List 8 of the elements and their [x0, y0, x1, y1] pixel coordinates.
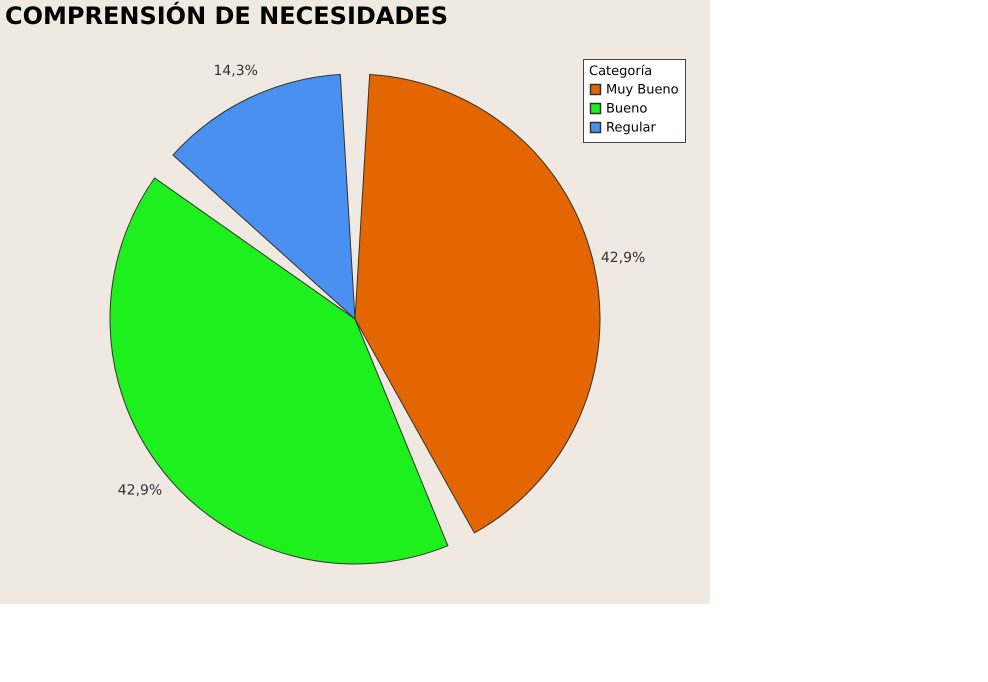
data-label: 42,9%	[118, 482, 162, 498]
legend-label: Bueno	[606, 102, 648, 116]
data-label: 42,9%	[600, 250, 646, 266]
data-label: 14,3%	[213, 63, 258, 80]
chart-title: COMPRENSIÓN DE NECESIDADES	[5, 1, 448, 30]
legend-title: Categoría	[589, 64, 652, 79]
legend-label: Regular	[606, 120, 657, 136]
legend-label: Muy Bueno	[606, 82, 679, 98]
